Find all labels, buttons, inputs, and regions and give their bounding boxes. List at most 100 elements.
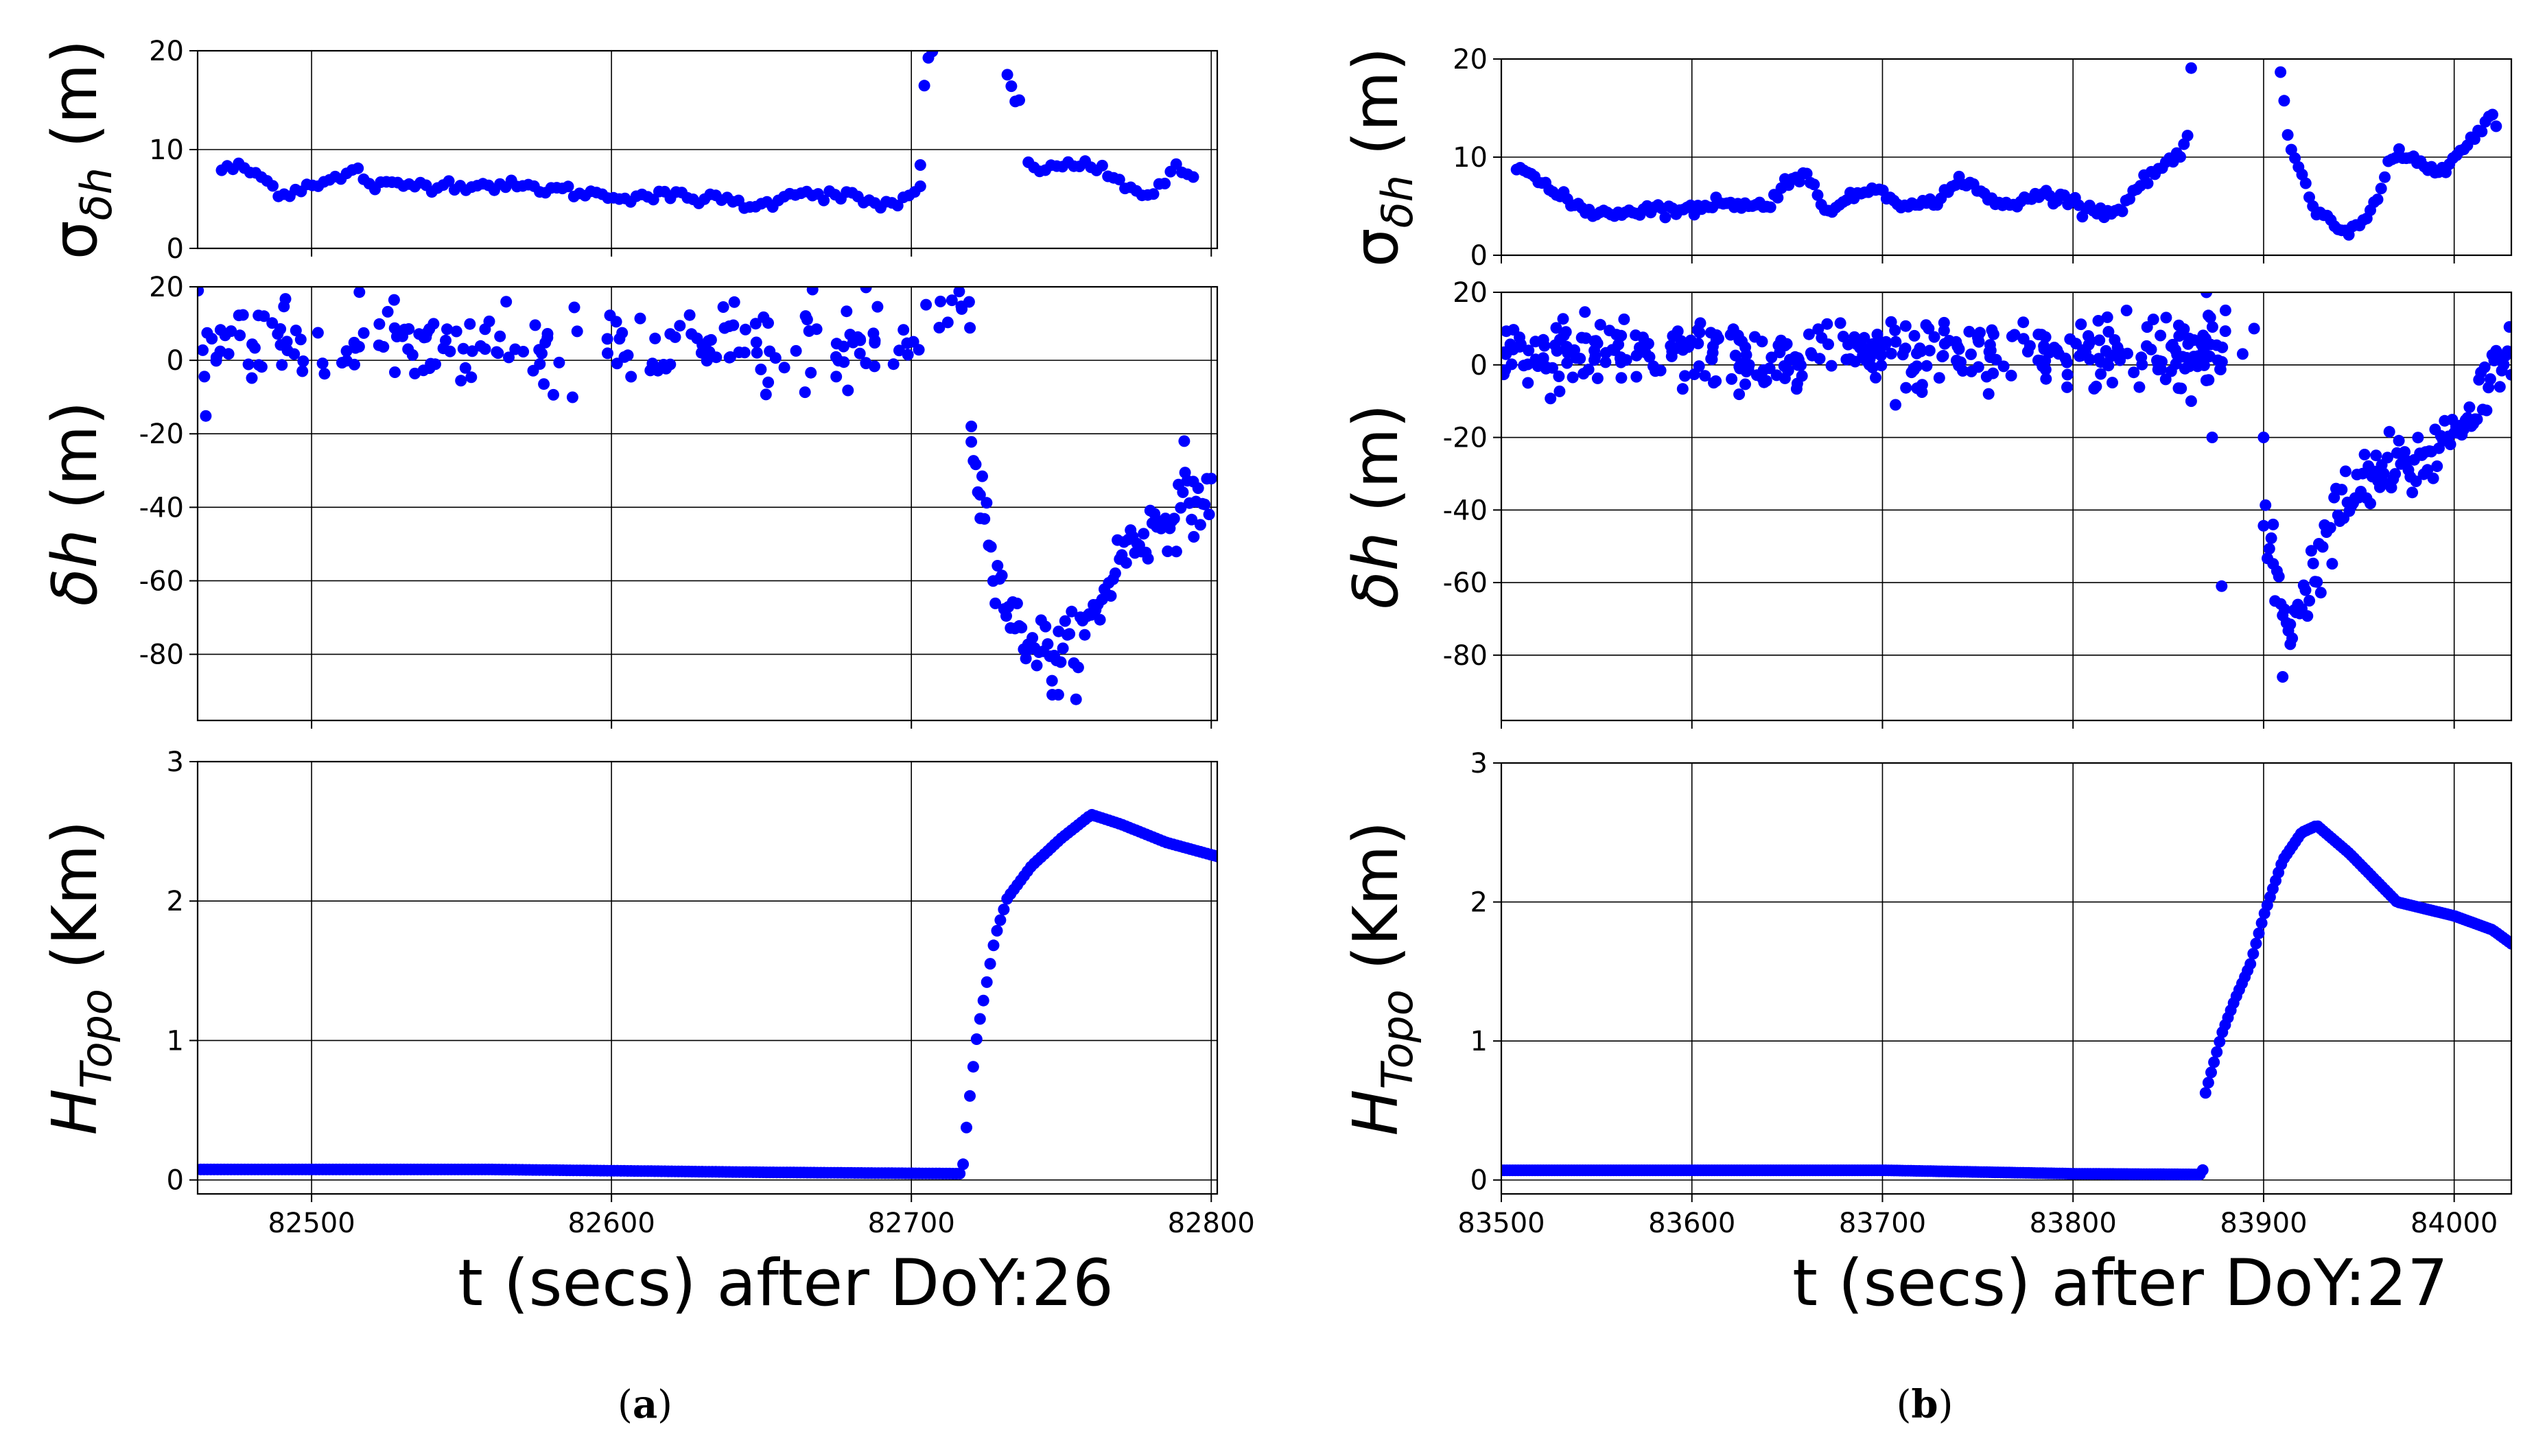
- data-point: [2336, 484, 2348, 496]
- data-point: [388, 294, 400, 306]
- data-point: [842, 384, 854, 397]
- data-point: [683, 309, 696, 321]
- data-point: [1866, 338, 1879, 350]
- data-point: [253, 309, 265, 322]
- data-point: [616, 327, 629, 339]
- data-point: [2120, 305, 2133, 316]
- panel-a: 0 10 20 σδh (m) -80 -60 -40 -20 0 20 δh (m) 0 1 2 3 825…: [39, 36, 1255, 1239]
- y-tick-label: 0: [167, 233, 184, 265]
- data-point: [533, 344, 545, 356]
- data-point: [1013, 94, 1025, 106]
- x-tick-label: 82600: [568, 1208, 655, 1239]
- data-point: [2389, 468, 2402, 480]
- data-point: [1046, 689, 1059, 701]
- data-point: [1770, 369, 1783, 381]
- data-point: [1070, 693, 1082, 705]
- data-point: [974, 512, 987, 524]
- y-tick-label: 0: [167, 1165, 184, 1197]
- data-point: [1187, 171, 1199, 183]
- data-point: [1724, 329, 1737, 341]
- data-point: [601, 333, 613, 345]
- data-point: [2379, 171, 2391, 183]
- data-point: [312, 327, 324, 339]
- data-point: [717, 301, 729, 313]
- data-point: [1553, 371, 1565, 382]
- data-point: [571, 325, 583, 338]
- data-point: [1109, 567, 1121, 579]
- data-point: [1750, 369, 1763, 381]
- data-point: [340, 355, 353, 367]
- data-point: [246, 338, 259, 351]
- data-point: [2271, 44, 2283, 56]
- data-point: [267, 180, 279, 192]
- data-point: [841, 305, 853, 318]
- data-point: [2093, 334, 2106, 347]
- y-axis-label-dh: δh (m): [39, 401, 111, 607]
- data-point: [198, 344, 209, 356]
- data-point: [2172, 382, 2185, 395]
- x-tick-label: 83800: [2030, 1208, 2117, 1239]
- y-tick-label: -20: [1443, 423, 1488, 454]
- data-point: [799, 386, 811, 399]
- data-point: [602, 347, 613, 360]
- data-point: [562, 180, 574, 193]
- data-point: [1000, 610, 1012, 622]
- data-point: [1963, 325, 1975, 338]
- data-point: [2203, 351, 2216, 362]
- data-point: [1987, 328, 1999, 340]
- data-point: [1159, 178, 1171, 189]
- data-point: [893, 344, 905, 357]
- data-point: [1676, 383, 1689, 395]
- data-point: [2203, 309, 2214, 322]
- data-point: [1020, 653, 1032, 665]
- data-point: [1205, 473, 1217, 484]
- data-point: [1885, 347, 1897, 360]
- data-point: [1549, 339, 1561, 351]
- y-axis-label-htopo: HTopo (Km): [39, 821, 121, 1136]
- data-point: [946, 294, 958, 307]
- data-point: [2371, 193, 2384, 206]
- data-point: [2311, 576, 2323, 588]
- data-point: [2085, 335, 2097, 347]
- data-point: [1928, 331, 1940, 343]
- data-point: [340, 345, 353, 357]
- data-point: [427, 318, 440, 330]
- data-point: [647, 193, 659, 206]
- data-points: [1501, 820, 2511, 1181]
- data-point: [1756, 336, 1768, 348]
- data-point: [2487, 108, 2498, 121]
- data-point: [1637, 331, 1649, 344]
- data-point: [2257, 432, 2270, 443]
- data-point: [353, 340, 365, 353]
- data-point: [1875, 349, 1887, 362]
- data-point: [2185, 62, 2197, 74]
- data-point: [691, 332, 703, 344]
- data-point: [2106, 349, 2118, 362]
- data-point: [2181, 130, 2194, 142]
- data-point: [1803, 328, 1815, 340]
- x-tick-label: 83500: [1457, 1208, 1545, 1239]
- data-point: [1620, 354, 1632, 366]
- data-point: [2196, 1164, 2209, 1176]
- data-point: [1900, 381, 1912, 394]
- data-point: [1984, 339, 1996, 351]
- data-point: [805, 366, 817, 379]
- panel-a-xlabel: t (secs) after DoY:26: [458, 1246, 1114, 1321]
- data-point: [1671, 342, 1683, 354]
- data-point: [957, 1158, 970, 1171]
- data-point: [459, 362, 471, 374]
- data-point: [914, 180, 926, 192]
- data-point: [2160, 312, 2172, 324]
- data-point: [914, 159, 926, 171]
- data-point: [1040, 620, 1052, 633]
- data-point: [2444, 438, 2456, 451]
- data-point: [2205, 1066, 2217, 1079]
- data-point: [1965, 348, 1977, 360]
- data-point: [2219, 325, 2231, 338]
- data-point: [2064, 333, 2076, 345]
- data-point: [2107, 377, 2118, 389]
- y-axis-label-sigma: σδh (m): [1340, 47, 1422, 268]
- axes-frame: [196, 285, 1219, 722]
- data-point: [2078, 347, 2090, 360]
- data-point: [967, 1061, 979, 1073]
